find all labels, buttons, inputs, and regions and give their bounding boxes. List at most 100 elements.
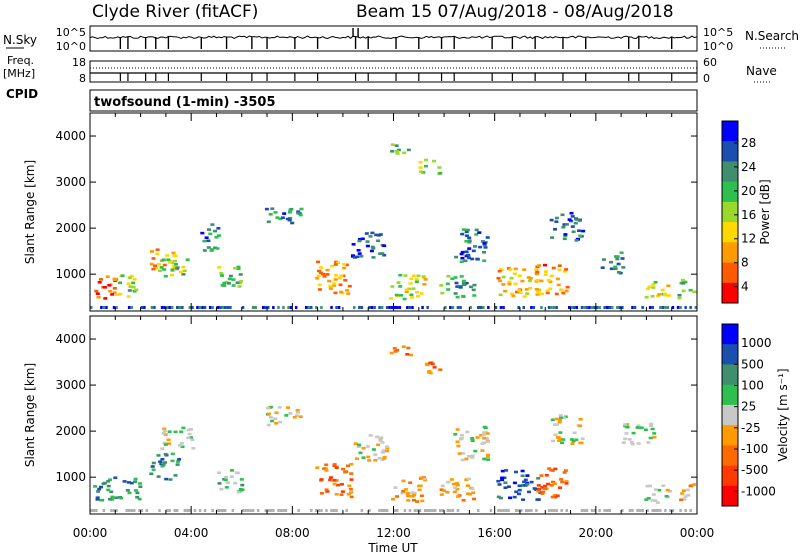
nsky-series xyxy=(89,35,698,40)
heatmap-cell xyxy=(412,491,417,495)
heatmap-cell xyxy=(671,306,675,309)
heatmap-cell xyxy=(224,486,229,489)
heatmap-cell xyxy=(284,509,288,512)
heatmap-cell xyxy=(668,490,672,493)
heatmap-cell xyxy=(517,484,522,488)
heatmap-cell xyxy=(501,283,506,286)
heatmap-cell xyxy=(360,509,364,512)
heatmap-cell xyxy=(221,509,224,512)
heatmap-cell xyxy=(547,509,551,512)
heatmap-cell xyxy=(671,509,675,512)
heatmap-cell xyxy=(562,270,567,273)
heatmap-cell xyxy=(167,261,172,264)
heatmap-cell xyxy=(224,281,229,284)
heatmap-cell xyxy=(256,509,260,512)
heatmap-cell xyxy=(330,509,333,512)
heatmap-cell xyxy=(402,297,407,301)
heatmap-cell xyxy=(552,493,557,497)
heatmap-cell xyxy=(635,426,640,429)
heatmap-cell xyxy=(231,284,236,287)
heatmap-cell xyxy=(280,216,285,219)
heatmap-cell xyxy=(177,458,182,461)
power-y-label: Slant Range [km] xyxy=(23,160,37,264)
heatmap-cell xyxy=(318,271,323,275)
heatmap-cell xyxy=(106,488,111,492)
heatmap-cell xyxy=(641,306,644,309)
heatmap-cell xyxy=(418,509,422,512)
heatmap-cell xyxy=(534,268,539,272)
heatmap-cell xyxy=(543,484,547,488)
heatmap-cell xyxy=(578,441,583,445)
heatmap-cell xyxy=(160,458,165,461)
heatmap-cell xyxy=(446,275,451,278)
colorbar-tick-label: -25 xyxy=(741,421,761,435)
heatmap-cell xyxy=(382,253,387,257)
heatmap-cell xyxy=(467,256,472,260)
heatmap-cell xyxy=(564,268,569,271)
heatmap-cell xyxy=(178,306,181,309)
heatmap-cell xyxy=(585,306,589,309)
heatmap-cell xyxy=(334,466,339,469)
heatmap-cell xyxy=(564,482,569,485)
colorbar-swatch xyxy=(722,445,738,466)
heatmap-cell xyxy=(244,509,247,512)
heatmap-cell xyxy=(570,225,575,228)
heatmap-cell xyxy=(160,461,165,465)
heatmap-cell xyxy=(264,207,269,211)
heatmap-cell xyxy=(230,469,234,472)
colorbar-swatch xyxy=(722,404,738,426)
heatmap-cell xyxy=(520,279,525,283)
heatmap-cell xyxy=(186,436,191,440)
heatmap-cell xyxy=(527,279,532,283)
heatmap-cell xyxy=(390,143,395,146)
heatmap-cell xyxy=(521,498,526,501)
heatmap-cell xyxy=(169,273,174,277)
heatmap-cell xyxy=(163,429,167,433)
heatmap-cell xyxy=(461,281,466,285)
heatmap-cell xyxy=(608,306,611,309)
heatmap-cell xyxy=(233,267,238,270)
heatmap-cell xyxy=(655,294,660,298)
heatmap-cell xyxy=(558,414,563,417)
heatmap-cell xyxy=(231,509,235,512)
heatmap-cell xyxy=(514,509,518,512)
colorbar-swatch xyxy=(722,141,738,162)
y-tick-label: 3000 xyxy=(55,175,86,189)
heatmap-cell xyxy=(456,444,461,448)
heatmap-cell xyxy=(411,274,416,278)
heatmap-cell xyxy=(537,288,542,292)
heatmap-cell xyxy=(537,264,542,267)
heatmap-cell xyxy=(646,441,651,444)
heatmap-cell xyxy=(351,243,356,246)
heatmap-cell xyxy=(394,144,399,147)
heatmap-cell xyxy=(385,306,389,309)
heatmap-cell xyxy=(543,273,548,276)
heatmap-cell xyxy=(133,509,136,512)
heatmap-cell xyxy=(347,484,352,488)
heatmap-cell xyxy=(444,306,447,309)
heatmap-cell xyxy=(164,477,169,481)
heatmap-cell xyxy=(543,263,547,267)
heatmap-cell xyxy=(666,294,671,297)
heatmap-cell xyxy=(549,218,554,222)
heatmap-cell xyxy=(647,285,652,289)
heatmap-cell xyxy=(213,246,218,250)
heatmap-cell xyxy=(118,281,122,285)
heatmap-cell xyxy=(625,423,630,426)
heatmap-cell xyxy=(553,467,558,471)
heatmap-cell xyxy=(469,306,472,309)
heatmap-cell xyxy=(657,293,662,296)
heatmap-cell xyxy=(643,428,648,432)
heatmap-cell xyxy=(408,282,413,285)
heatmap-cell xyxy=(496,479,501,483)
heatmap-cell xyxy=(163,274,168,278)
heatmap-cell xyxy=(503,486,508,489)
heatmap-cell xyxy=(513,267,518,271)
heatmap-cell xyxy=(126,481,131,484)
heatmap-cell xyxy=(551,439,556,443)
heatmap-cell xyxy=(272,306,275,309)
heatmap-cell xyxy=(446,509,450,512)
heatmap-cell xyxy=(484,437,489,440)
heatmap-cell xyxy=(517,488,522,492)
heatmap-cell xyxy=(460,250,465,254)
